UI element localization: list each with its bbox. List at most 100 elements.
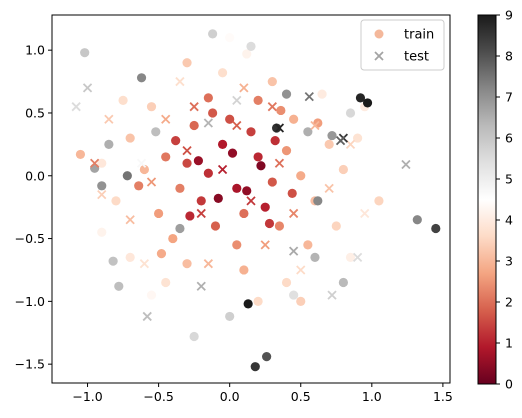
x-tick-label: −0.5 xyxy=(143,389,173,404)
train-point xyxy=(104,139,114,149)
train-point xyxy=(171,135,181,146)
test-point xyxy=(260,240,270,250)
test-point xyxy=(352,252,363,263)
colorbar-bar xyxy=(477,14,497,385)
x-tick-label: 1.0 xyxy=(362,389,382,404)
plot-area-frame xyxy=(51,14,451,384)
y-tick-label: 0.0 xyxy=(25,168,45,183)
train-point xyxy=(313,196,323,206)
test-point xyxy=(267,102,277,112)
train-point xyxy=(264,218,275,229)
legend: train test xyxy=(360,19,445,71)
test-point xyxy=(296,265,306,275)
train-point xyxy=(274,221,285,231)
colorbar-tick-label: 1 xyxy=(505,336,513,351)
train-point xyxy=(161,277,171,288)
test-point xyxy=(289,208,299,219)
test-point xyxy=(335,135,346,146)
colorbar-tick-label: 4 xyxy=(505,213,513,228)
train-point xyxy=(125,252,135,263)
y-tick-label: −1.0 xyxy=(15,294,45,309)
train-point xyxy=(331,221,341,231)
test-point xyxy=(196,208,206,219)
train-point xyxy=(227,148,238,158)
train-point xyxy=(146,102,157,112)
train-point xyxy=(154,208,164,219)
train-point xyxy=(267,76,277,87)
train-point xyxy=(232,240,242,250)
train-point xyxy=(310,252,320,263)
train-point xyxy=(97,181,107,191)
test-point xyxy=(310,120,320,131)
train-point xyxy=(232,183,242,193)
train-point xyxy=(345,108,356,118)
train-point xyxy=(345,252,356,263)
test-point xyxy=(246,196,256,206)
test-point xyxy=(82,83,93,93)
colorbar-tick-label: 5 xyxy=(505,172,513,187)
train-point xyxy=(208,108,218,118)
train-point xyxy=(289,114,299,124)
test-point xyxy=(71,102,81,112)
train-point xyxy=(196,196,206,206)
y-axis: 1.0 0.5 0.0 −0.5 −1.0 −1.5 xyxy=(15,43,52,372)
colorbar-tick-label: 2 xyxy=(505,295,513,310)
train-point xyxy=(151,127,161,137)
train-point xyxy=(289,290,299,300)
test-point xyxy=(104,114,114,124)
train-point xyxy=(256,161,266,171)
train-point xyxy=(303,240,313,250)
test-point xyxy=(182,146,192,156)
colorbar: 9 8 7 6 5 4 3 2 1 0 xyxy=(477,8,513,392)
train-point xyxy=(193,156,204,166)
train-point xyxy=(242,49,252,59)
train-point xyxy=(246,127,256,137)
train-point xyxy=(75,149,86,160)
train-point xyxy=(281,277,292,288)
train-point xyxy=(139,164,149,175)
train-point xyxy=(253,95,263,106)
train-point xyxy=(276,105,286,116)
train-point xyxy=(338,277,348,288)
train-point xyxy=(225,114,235,124)
x-axis: −1.0 −0.5 0.0 0.5 1.0 1.5 xyxy=(72,383,453,404)
train-point xyxy=(182,158,192,168)
train-point xyxy=(175,223,185,234)
test-point xyxy=(401,159,411,170)
train-point xyxy=(353,133,363,143)
train-point xyxy=(281,146,292,156)
train-point xyxy=(182,58,192,68)
train-point xyxy=(338,164,348,175)
y-tick-label: −0.5 xyxy=(15,231,45,246)
test-point xyxy=(232,95,242,106)
train-point xyxy=(431,223,441,234)
train-point xyxy=(355,93,366,103)
colorbar-tick-label: 6 xyxy=(505,131,513,146)
y-tick-label: −1.5 xyxy=(15,357,45,372)
test-point xyxy=(274,123,285,133)
test-point xyxy=(217,164,228,175)
test-point xyxy=(146,177,157,187)
legend-test-marker xyxy=(374,51,384,61)
colorbar-tick-label: 8 xyxy=(505,49,513,64)
train-point xyxy=(125,133,135,143)
test-point xyxy=(345,139,356,150)
train-point xyxy=(80,48,90,58)
train-point xyxy=(203,93,213,103)
train-point xyxy=(175,183,185,193)
train-point xyxy=(168,233,178,244)
train-point xyxy=(296,171,306,181)
train-point xyxy=(225,33,235,43)
train-point xyxy=(287,188,297,198)
test-point xyxy=(125,215,135,225)
train-point xyxy=(262,352,272,362)
train-point xyxy=(225,311,235,322)
train-point xyxy=(97,227,107,237)
train-point xyxy=(253,296,263,306)
data-points-layer xyxy=(71,29,441,372)
train-point xyxy=(250,362,260,372)
train-point xyxy=(242,186,252,196)
y-tick-label: 1.0 xyxy=(25,43,45,58)
train-point xyxy=(327,130,337,141)
